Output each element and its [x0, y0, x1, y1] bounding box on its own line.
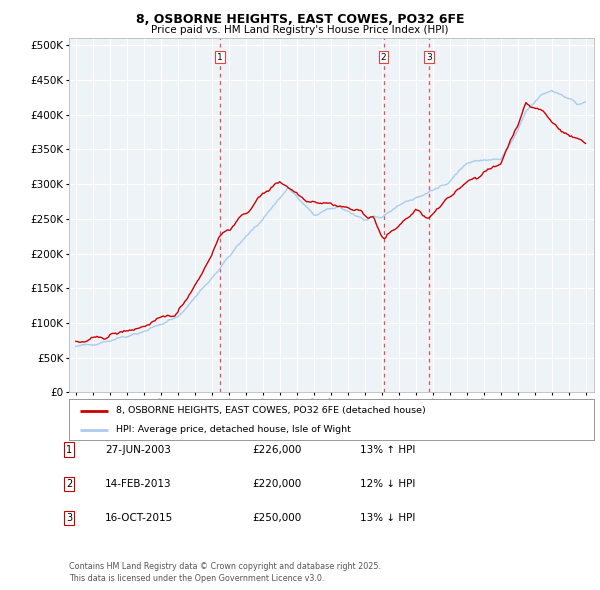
Text: £250,000: £250,000: [252, 513, 301, 523]
Text: 8, OSBORNE HEIGHTS, EAST COWES, PO32 6FE: 8, OSBORNE HEIGHTS, EAST COWES, PO32 6FE: [136, 13, 464, 26]
Text: 8, OSBORNE HEIGHTS, EAST COWES, PO32 6FE (detached house): 8, OSBORNE HEIGHTS, EAST COWES, PO32 6FE…: [116, 406, 426, 415]
Text: 13% ↓ HPI: 13% ↓ HPI: [360, 513, 415, 523]
Text: 3: 3: [66, 513, 72, 523]
Text: £226,000: £226,000: [252, 445, 301, 454]
Text: 2: 2: [381, 53, 386, 61]
Text: 27-JUN-2003: 27-JUN-2003: [105, 445, 171, 454]
Text: 2: 2: [66, 479, 72, 489]
Text: Price paid vs. HM Land Registry's House Price Index (HPI): Price paid vs. HM Land Registry's House …: [151, 25, 449, 35]
Text: HPI: Average price, detached house, Isle of Wight: HPI: Average price, detached house, Isle…: [116, 425, 351, 434]
Text: 12% ↓ HPI: 12% ↓ HPI: [360, 479, 415, 489]
Text: 16-OCT-2015: 16-OCT-2015: [105, 513, 173, 523]
Text: 3: 3: [426, 53, 432, 61]
Text: £220,000: £220,000: [252, 479, 301, 489]
Text: 1: 1: [66, 445, 72, 454]
Text: 13% ↑ HPI: 13% ↑ HPI: [360, 445, 415, 454]
Text: 14-FEB-2013: 14-FEB-2013: [105, 479, 172, 489]
Text: 1: 1: [217, 53, 223, 61]
Text: Contains HM Land Registry data © Crown copyright and database right 2025.
This d: Contains HM Land Registry data © Crown c…: [69, 562, 381, 583]
